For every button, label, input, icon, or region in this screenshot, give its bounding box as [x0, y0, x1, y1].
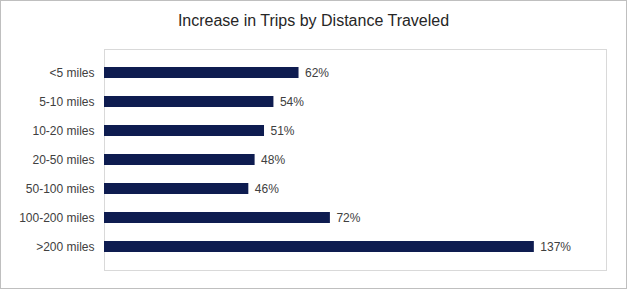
svg-text:48%: 48% [261, 153, 285, 167]
svg-text:<5 miles: <5 miles [49, 66, 94, 80]
svg-text:100-200 miles: 100-200 miles [19, 211, 94, 225]
svg-text:137%: 137% [540, 240, 571, 254]
svg-text:10-20 miles: 10-20 miles [32, 124, 94, 138]
svg-text:51%: 51% [271, 124, 295, 138]
svg-text:5-10 miles: 5-10 miles [39, 95, 94, 109]
svg-text:46%: 46% [255, 182, 279, 196]
svg-text:54%: 54% [280, 95, 304, 109]
html-text:Increase in Trips by Distance: Increase in Trips by Distance Traveled [177, 12, 450, 29]
svg-text:20-50 miles: 20-50 miles [32, 153, 94, 167]
svg-text:50-100 miles: 50-100 miles [26, 182, 95, 196]
svg-text:>200 miles: >200 miles [36, 240, 94, 254]
svg-text:62%: 62% [305, 66, 329, 80]
svg-text:72%: 72% [336, 211, 360, 225]
